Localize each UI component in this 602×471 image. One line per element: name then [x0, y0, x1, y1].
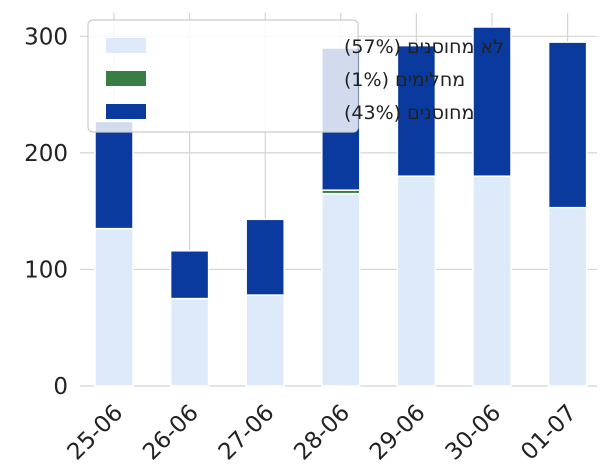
bar-segment-29-06-s0	[396, 175, 437, 387]
bar-segment-01-07-s2	[547, 41, 588, 209]
legend-swatch	[106, 71, 146, 86]
bar-segment-27-06-s0	[245, 294, 285, 387]
legend-swatch	[106, 104, 146, 119]
legend: לא מחוסנים (57%) מחלימים (1%) מחוסנים (43%…	[87, 19, 504, 133]
bars-group	[94, 26, 588, 387]
bar-segment-27-06-s2	[245, 218, 285, 296]
bar-segment-01-07-s0	[547, 206, 588, 387]
y-tick-label: 200	[24, 141, 68, 167]
bar-segment-25-06-s2	[94, 120, 134, 230]
legend-label: לא מחוסנים (57%)	[344, 36, 504, 58]
bar-segment-28-06-s0	[321, 192, 361, 387]
y-axis: 0 100 200 300	[24, 24, 68, 400]
bar-segment-30-06-s2	[472, 26, 512, 177]
bar-segment-30-06-s0	[472, 175, 512, 387]
legend-label: מחלימים (1%)	[344, 69, 465, 91]
y-tick-label: 0	[53, 374, 68, 400]
bar-segment-26-06-s2	[169, 250, 210, 300]
y-tick-label: 300	[24, 24, 68, 50]
bar-segment-29-06-s2	[396, 44, 437, 177]
legend-box	[87, 19, 359, 133]
legend-swatch	[106, 38, 146, 53]
y-tick-label: 100	[24, 257, 68, 283]
bar-segment-26-06-s0	[169, 297, 210, 387]
bar-segment-25-06-s0	[94, 227, 134, 387]
legend-label: מחוסנים (43%)	[344, 102, 474, 124]
